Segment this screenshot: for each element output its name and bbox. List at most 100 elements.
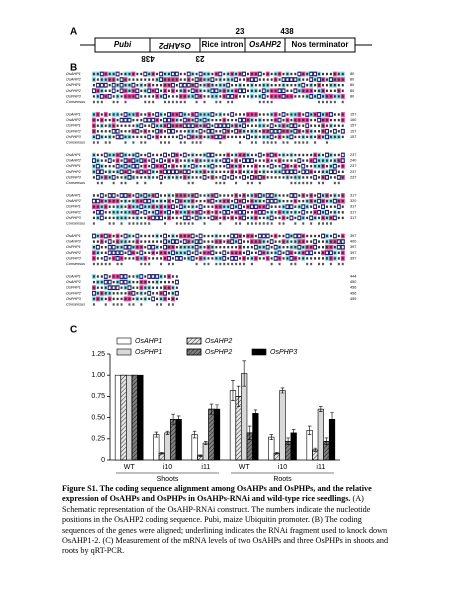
residue-glyph [266,89,269,92]
residue-glyph [191,199,194,203]
residue-glyph [235,135,238,139]
residue-glyph [152,165,155,168]
residue-glyph [270,211,273,214]
residue-glyph [290,72,293,76]
residue-glyph [207,176,210,179]
residue-glyph [282,89,285,92]
residue-glyph [183,159,186,162]
residue-glyph [325,211,328,214]
consensus-glyph [116,100,119,104]
residue-glyph [231,165,234,168]
consensus-glyph [96,100,99,104]
residue-glyph [171,170,174,173]
residue-glyph [195,135,198,139]
consensus-glyph [337,262,340,266]
residue-glyph [207,78,210,81]
residue-glyph [104,135,107,139]
residue-glyph [171,234,174,238]
residue-glyph [171,176,174,179]
residue-glyph [120,84,123,87]
residue-glyph [100,165,103,168]
residue-glyph [258,199,261,203]
residue-glyph [322,234,324,238]
residue-glyph [124,118,127,122]
residue-glyph [337,113,340,116]
residue-glyph [243,84,245,87]
residue-glyph [132,135,135,139]
residue-glyph [246,199,249,203]
residue-glyph [227,251,230,254]
consensus-glyph [120,262,123,266]
residue-glyph [179,124,182,127]
residue-glyph [120,199,123,203]
residue-glyph [318,257,321,260]
residue-glyph [223,124,226,127]
residue-glyph [152,297,155,301]
end-position: 317 [350,210,356,214]
residue-glyph [152,78,155,81]
residue-glyph [306,159,309,162]
residue-glyph [179,240,182,243]
residue-glyph [100,257,103,260]
residue-glyph [246,170,249,173]
residue-glyph [179,216,182,220]
residue-glyph [215,159,218,162]
residue-glyph [294,246,297,249]
residue-glyph [140,297,143,301]
residue-glyph [211,234,214,238]
residue-glyph [333,153,336,157]
residue-glyph [183,257,186,260]
residue-glyph [132,176,135,179]
residue-glyph [156,118,159,122]
consensus-glyph [108,262,111,266]
residue-glyph [246,130,249,133]
residue-glyph [274,124,277,127]
residue-glyph [156,170,159,173]
residue-glyph [160,95,163,98]
bar [213,408,221,461]
residue-glyph [108,84,111,87]
sequence-name: OsPHP3 [66,256,82,260]
residue-glyph [219,78,222,81]
residue-glyph [156,211,159,214]
residue-glyph [290,170,293,173]
construct-label: Pubi [114,40,132,49]
residue-glyph [211,89,214,92]
residue-glyph [223,95,226,98]
consensus-glyph [112,100,115,104]
residue-glyph [333,84,336,87]
consensus-glyph [108,222,111,225]
residue-glyph [266,211,269,214]
residue-glyph [100,130,103,133]
residue-glyph [124,165,127,168]
residue-glyph [270,234,273,238]
residue-glyph [179,135,182,139]
consensus-glyph [219,100,222,104]
residue-glyph [144,292,147,295]
residue-glyph [148,170,151,173]
residue-glyph [175,275,178,278]
residue-glyph [250,165,253,168]
residue-glyph [282,194,285,197]
residue-glyph [128,257,131,260]
residue-glyph [171,89,174,92]
residue-glyph [302,165,305,168]
consensus-glyph [278,222,281,225]
residue-glyph [207,205,210,208]
residue-glyph [337,130,340,133]
residue-glyph [179,165,182,168]
residue-glyph [254,240,257,243]
residue-glyph [164,165,166,168]
residue-glyph [231,78,234,81]
consensus-glyph [215,181,218,185]
residue-glyph [223,153,226,157]
residue-glyph [310,113,313,116]
end-position: 237 [350,153,356,157]
residue-glyph [239,199,242,203]
residue-glyph [124,89,127,92]
residue-glyph [104,72,107,76]
sequence-name: OsAHP2 [66,159,82,163]
residue-glyph [179,159,182,162]
residue-glyph [235,194,238,197]
residue-glyph [120,240,123,243]
